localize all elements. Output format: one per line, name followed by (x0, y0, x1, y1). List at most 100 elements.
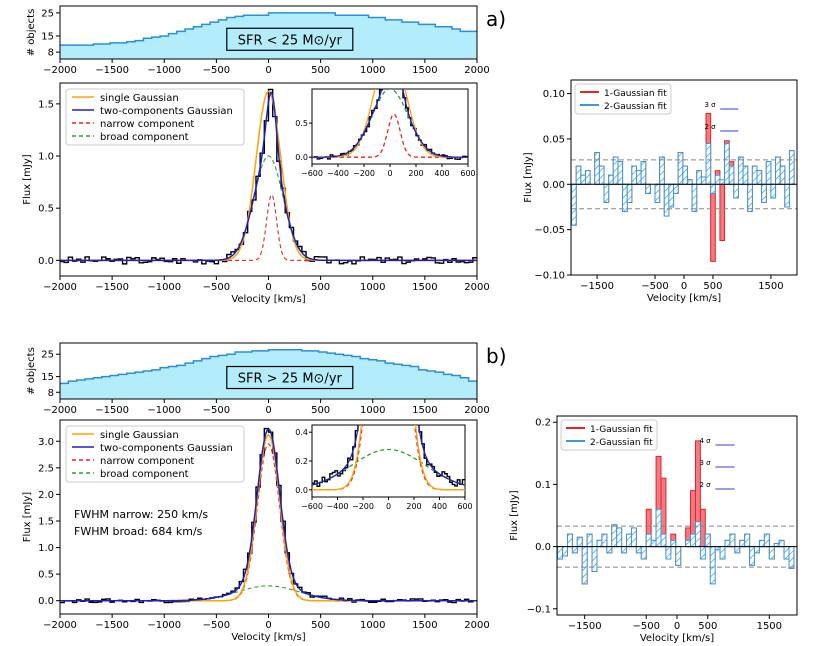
y-tick-label: 0.5 (38, 204, 54, 215)
residual-bar-2gauss (719, 546, 726, 560)
x-tick-label: 0 (265, 282, 271, 293)
residual-bar-2gauss (668, 183, 675, 208)
residual-bar-2gauss (654, 183, 661, 203)
y-tick-label: 0.0 (38, 256, 54, 267)
residual-bar-2gauss (640, 161, 647, 185)
residual-bar-2gauss (603, 183, 610, 203)
residual-bar-2gauss (765, 161, 772, 185)
residual-bar-2gauss (691, 183, 698, 213)
residual-bar-2gauss (663, 183, 670, 217)
sigma-label: 2 σ (705, 123, 717, 131)
inset-x-tick-label: 0 (387, 169, 392, 178)
fwhm-annotation: FWHM broad: 684 km/s (74, 525, 203, 538)
x-tick-label: −2000 (43, 282, 77, 293)
residual-bar-2gauss (566, 533, 573, 548)
x-tick-label: 1000 (360, 65, 385, 76)
residual-bar-1gauss (710, 183, 716, 262)
y-tick-label: 15 (41, 31, 54, 42)
y-tick-label: 25 (41, 8, 54, 19)
inset-x-tick-label: 200 (406, 502, 421, 511)
x-tick-label: −1500 (95, 620, 129, 631)
residual-bar-2gauss (670, 539, 677, 548)
residual-bar-2gauss (770, 183, 777, 199)
residual-bar-2gauss (744, 533, 751, 548)
inset-single-curve (312, 425, 465, 491)
x-tick-label: 0 (674, 621, 680, 632)
y-tick-label: 2.0 (38, 490, 54, 501)
x-axis-label: Velocity [km/s] (647, 293, 721, 304)
residual-bar-2gauss (696, 170, 702, 185)
inset-plot (312, 89, 468, 160)
y-tick-label: 8 (48, 48, 54, 59)
x-axis-label: Velocity [km/s] (231, 632, 305, 643)
residual-bar-2gauss (779, 165, 786, 185)
x-tick-label: −1500 (95, 282, 129, 293)
residual-bar-2gauss (742, 165, 749, 185)
x-tick-label: −1500 (95, 405, 129, 416)
y-tick-label: 0.0 (535, 542, 551, 553)
residual-bar-2gauss (714, 174, 721, 185)
y-tick-label: 1.5 (38, 99, 54, 110)
residual-bar-2gauss (571, 183, 577, 226)
sigma-label: 2 σ (699, 481, 711, 489)
inset-x-tick-label: −600 (301, 502, 323, 511)
x-tick-label: −500 (641, 281, 668, 292)
inset-axes (311, 424, 466, 498)
residual-bar-2gauss (719, 179, 726, 185)
x-tick-label: 2000 (464, 282, 489, 293)
spectrum-legend (65, 425, 245, 483)
residual-bar-2gauss (660, 533, 667, 548)
residual-bar-2gauss (630, 527, 637, 548)
x-tick-label: 0 (265, 405, 271, 416)
residual-bar-2gauss (700, 176, 707, 185)
x-tick-label: 2000 (464, 620, 489, 631)
x-tick-label: 500 (698, 621, 717, 632)
y-tick-label: 0.1 (535, 480, 551, 491)
residual-bar-2gauss (575, 165, 582, 185)
x-tick-label: 0 (265, 620, 271, 631)
x-tick-label: 500 (311, 282, 330, 293)
inset-x-tick-label: −600 (301, 169, 323, 178)
inset-y-tick-label: 0.0 (295, 486, 308, 495)
inset-x-tick-label: −400 (327, 502, 349, 511)
y-tick-label: 8 (48, 388, 54, 399)
residual-bar-1gauss (699, 508, 706, 548)
residual-bar-2gauss (758, 539, 765, 548)
spectrum-legend (65, 88, 245, 146)
x-tick-label: −2000 (43, 65, 77, 76)
residual-bar-2gauss (728, 165, 735, 185)
y-axis-label: Flux [mJy] (523, 152, 534, 202)
residual-bar-2gauss (724, 539, 731, 548)
inset-y-tick-label: 0.2 (295, 457, 308, 466)
inset-x-tick-label: 400 (434, 169, 449, 178)
residual-bar-2gauss (685, 539, 692, 548)
inset-two-curve (312, 425, 465, 486)
inset-y-tick-label: 0.0 (295, 153, 308, 162)
legend-label: 1-Gaussian fit (604, 89, 667, 99)
residual-bar-2gauss (611, 524, 618, 548)
residual-bar-2gauss (622, 183, 628, 213)
x-tick-label: 0 (681, 281, 687, 292)
residual-bar-2gauss (598, 165, 605, 185)
residual-bar-2gauss (621, 546, 628, 554)
y-tick-label: −0.10 (534, 271, 565, 282)
sigma-label: 4 σ (699, 437, 711, 445)
x-axis-label: Velocity [km/s] (640, 633, 714, 644)
inset-x-tick-label: −400 (327, 169, 349, 178)
residual-bar-2gauss (734, 546, 741, 554)
residual-bar-2gauss (659, 156, 665, 185)
residual-bar-1gauss (719, 183, 726, 242)
residual-bar-2gauss (673, 183, 679, 194)
y-tick-label: 1.0 (38, 152, 54, 163)
residual-bar-2gauss (690, 533, 696, 548)
legend-label: two-components Gaussian (100, 106, 233, 117)
narrow-component-curve (60, 193, 477, 261)
x-tick-label: 1000 (360, 620, 385, 631)
x-tick-label: −1500 (95, 65, 129, 76)
histogram-line (60, 348, 477, 385)
inset-x-tick-label: −200 (352, 502, 374, 511)
sfr-label-box (226, 27, 354, 51)
residual-bar-2gauss (694, 521, 701, 548)
residual-bar-2gauss (754, 546, 760, 554)
